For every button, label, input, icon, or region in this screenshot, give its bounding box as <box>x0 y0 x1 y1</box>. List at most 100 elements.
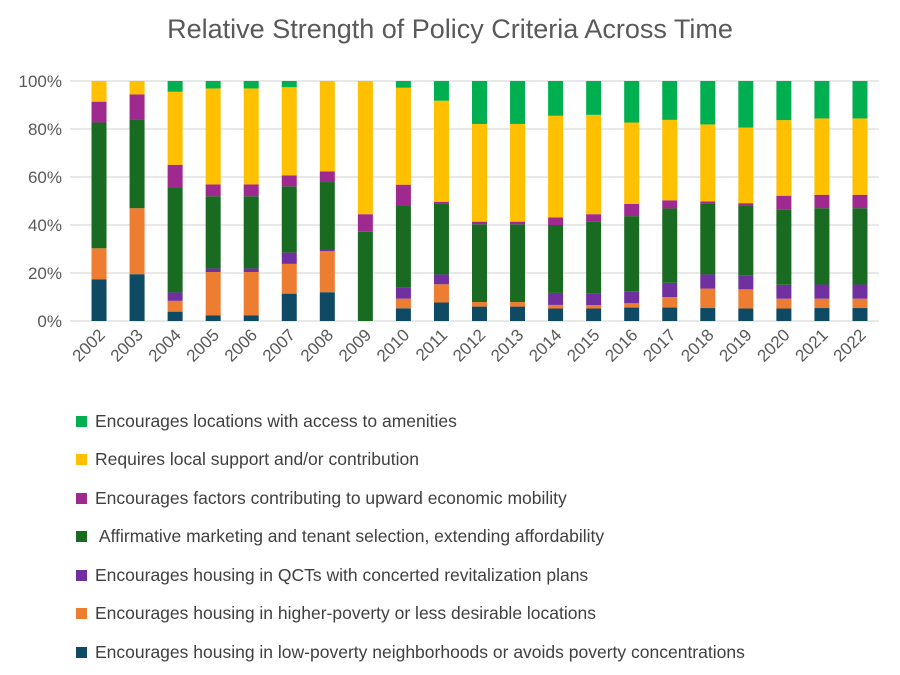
bar-segment <box>167 292 183 301</box>
stacked-bar-chart: 0%20%40%60%80%100%2002200320042005200620… <box>19 72 879 366</box>
bar-segment <box>395 205 411 288</box>
x-tick-label: 2014 <box>525 325 565 365</box>
bar-segment <box>814 194 830 209</box>
x-tick-label: 2022 <box>830 325 870 365</box>
bar-segment <box>167 164 183 188</box>
bar-segment <box>91 279 107 321</box>
bar-segment <box>700 124 716 202</box>
x-tick-label: 2013 <box>487 325 527 365</box>
y-tick-label: 40% <box>28 216 62 235</box>
bar-segment <box>395 287 411 299</box>
bar-segment <box>281 186 297 253</box>
bar-segment <box>205 272 221 316</box>
x-tick-label: 2019 <box>715 325 755 365</box>
bar-segment <box>129 81 145 95</box>
bar-segment <box>205 81 221 89</box>
bar-segment <box>472 302 487 307</box>
bar-segment <box>700 288 716 309</box>
legend-item: Encourages locations with access to amen… <box>76 402 745 441</box>
bar-segment <box>548 308 564 321</box>
bar-segment <box>205 315 221 321</box>
y-tick-label: 0% <box>37 312 62 331</box>
bar-segment <box>357 214 373 232</box>
x-tick-label: 2018 <box>677 325 717 365</box>
bar-segment <box>700 274 716 289</box>
bar-segment <box>662 208 678 283</box>
bar-segment <box>624 203 640 217</box>
bar-segment <box>700 81 716 125</box>
bar-segment <box>776 81 792 121</box>
legend-label: Requires local support and/or contributi… <box>95 449 419 470</box>
bar-segment <box>319 249 335 252</box>
legend-item: Encourages housing in low-poverty neighb… <box>76 633 745 672</box>
x-tick-label: 2021 <box>792 325 832 365</box>
legend-swatch <box>76 415 87 427</box>
x-tick-label: 2010 <box>373 325 413 365</box>
bar-segment <box>433 274 449 285</box>
legend-swatch <box>76 492 87 504</box>
bar-segment <box>395 298 411 309</box>
bar-segment <box>776 120 792 196</box>
bar-segment <box>243 315 259 321</box>
bar-segment <box>586 305 602 309</box>
bar-segment <box>852 284 868 299</box>
x-tick-label: 2009 <box>335 325 375 365</box>
y-tick-label: 80% <box>28 120 62 139</box>
bar-segment <box>510 302 526 307</box>
legend-swatch <box>76 646 87 658</box>
bar-segment <box>129 208 145 275</box>
bar-segment <box>433 81 449 101</box>
bar-segment <box>586 308 602 321</box>
bar-segment <box>852 118 868 195</box>
legend-label: Encourages housing in higher-poverty or … <box>95 603 596 624</box>
bar-segment <box>662 282 678 297</box>
bar-segment <box>129 119 145 209</box>
bar-segment <box>319 171 335 183</box>
bar-segment <box>167 300 183 312</box>
bar-segment <box>205 184 221 197</box>
bar-segment <box>852 194 868 209</box>
bar-segment <box>357 81 373 215</box>
bar-segment <box>852 298 868 309</box>
bar-segment <box>586 221 602 294</box>
bar-segment <box>91 81 107 102</box>
bar-segment <box>205 196 221 269</box>
bar-segment <box>167 311 183 321</box>
bar-segment <box>586 114 602 215</box>
bar-segment <box>738 127 754 204</box>
bar-segment <box>243 81 259 89</box>
x-tick-label: 2016 <box>601 325 641 365</box>
bar-segment <box>319 292 335 321</box>
legend-label: Encourages housing in low-poverty neighb… <box>95 641 745 662</box>
y-tick-label: 20% <box>28 264 62 283</box>
bar-segment <box>510 306 526 321</box>
legend-label: Encourages locations with access to amen… <box>95 410 457 431</box>
legend-swatch <box>76 454 87 466</box>
bar-segment <box>205 88 221 185</box>
bar-segment <box>167 187 183 293</box>
bar-segment <box>167 91 183 165</box>
bar-segment <box>738 81 754 128</box>
bar-segment <box>586 293 602 306</box>
legend-swatch <box>76 531 87 543</box>
bar-segment <box>776 308 792 321</box>
bar-segment <box>852 81 868 119</box>
bar-segment <box>624 81 640 123</box>
legend-swatch <box>76 569 87 581</box>
bar-segment <box>433 302 449 321</box>
bar-segment <box>700 201 716 204</box>
x-tick-label: 2020 <box>754 325 794 365</box>
bar-segment <box>472 306 487 321</box>
bar-segment <box>357 231 373 321</box>
x-tick-label: 2006 <box>221 325 261 365</box>
bar-segment <box>510 123 526 222</box>
x-tick-label: 2012 <box>449 325 489 365</box>
bar-segment <box>738 308 754 321</box>
bar-segment <box>548 292 564 305</box>
bar-segment <box>814 81 830 119</box>
bar-segment <box>738 275 754 290</box>
bar-segment <box>548 217 564 225</box>
bar-segment <box>205 268 221 273</box>
x-tick-label: 2015 <box>563 325 603 365</box>
bar-segment <box>91 101 107 123</box>
